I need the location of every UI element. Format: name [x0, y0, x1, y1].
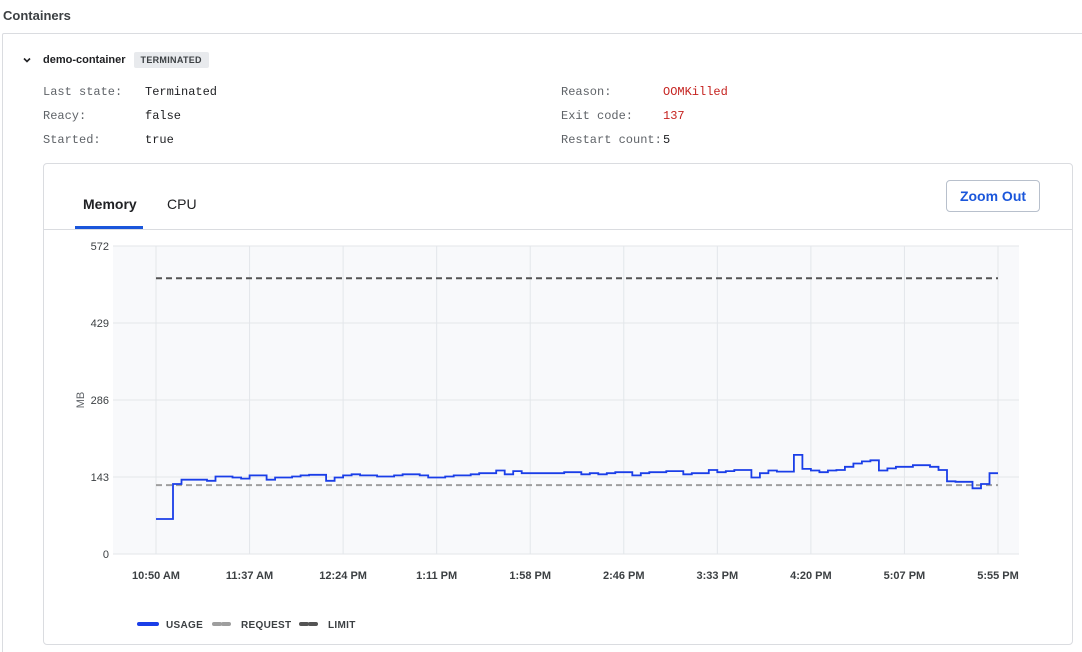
x-tick-label: 5:07 PM — [884, 570, 926, 582]
chart-series — [156, 277, 998, 520]
legend-label: REQUEST — [241, 620, 291, 631]
active-tab-indicator — [75, 226, 143, 229]
restart-count-key: Restart count: — [561, 133, 662, 147]
chart-legend: USAGE REQUEST LIMIT — [137, 620, 356, 631]
metrics-panel: Memory CPU Zoom Out 0 143 286 429 572 MB 10:… — [43, 163, 1073, 645]
x-tick-label: 4:20 PM — [790, 570, 832, 582]
ready-value: false — [145, 109, 182, 123]
restart-count-value: 5 — [663, 133, 671, 147]
y-tick-label: 143 — [91, 472, 109, 484]
started-key: Started: — [43, 133, 101, 147]
legend-label: USAGE — [166, 620, 203, 631]
last-state-key: Last state: — [43, 85, 123, 99]
chart-grid — [113, 245, 1019, 555]
metrics-tabs: Memory CPU Zoom Out — [44, 164, 1072, 230]
y-tick-label: 572 — [91, 241, 109, 253]
exit-code-key: Exit code: — [561, 109, 634, 123]
usage-line — [156, 454, 998, 520]
zoom-out-button[interactable]: Zoom Out — [946, 180, 1040, 212]
y-tick-label: 429 — [91, 318, 109, 330]
container-card — [2, 33, 1082, 652]
memory-chart: 0 143 286 429 572 MB 10:50 AM 11:37 AM 12:24 P… — [75, 241, 1019, 631]
status-badge: TERMINATED — [133, 52, 209, 68]
x-tick-label: 10:50 AM — [132, 570, 180, 582]
last-state-value: Terminated — [145, 85, 218, 99]
x-axis-ticks: 10:50 AM 11:37 AM 12:24 PM 1:11 PM 1:58 PM 2:… — [132, 570, 1019, 582]
x-tick-label: 1:11 PM — [416, 570, 457, 582]
section-title: Containers — [3, 8, 71, 23]
started-value: true — [145, 133, 174, 147]
tab-memory[interactable]: Memory — [83, 196, 137, 212]
x-tick-label: 12:24 PM — [319, 570, 367, 582]
tab-cpu[interactable]: CPU — [167, 196, 197, 212]
x-tick-label: 2:46 PM — [603, 570, 645, 582]
y-tick-label: 0 — [103, 549, 109, 561]
container-header[interactable]: demo-container TERMINATED — [20, 51, 209, 69]
reason-value: OOMKilled — [663, 85, 728, 99]
ready-key: Reacy: — [43, 109, 87, 123]
meta-right: Reason: OOMKilled Exit code: 137 Restart c… — [561, 80, 728, 152]
y-axis-label: MB — [75, 392, 87, 409]
container-name: demo-container — [43, 54, 126, 66]
y-axis-ticks: 0 143 286 429 572 — [91, 241, 109, 561]
exit-code-value: 137 — [663, 109, 685, 123]
chevron-down-icon[interactable] — [20, 53, 34, 67]
x-tick-label: 5:55 PM — [977, 570, 1019, 582]
x-tick-label: 11:37 AM — [226, 570, 273, 582]
reason-key: Reason: — [561, 85, 612, 99]
meta-left: Last state: Terminated Reacy: false Starte… — [43, 80, 217, 152]
legend-label: LIMIT — [328, 620, 356, 631]
x-tick-label: 1:58 PM — [509, 570, 551, 582]
x-tick-label: 3:33 PM — [697, 570, 739, 582]
y-tick-label: 286 — [91, 395, 109, 407]
